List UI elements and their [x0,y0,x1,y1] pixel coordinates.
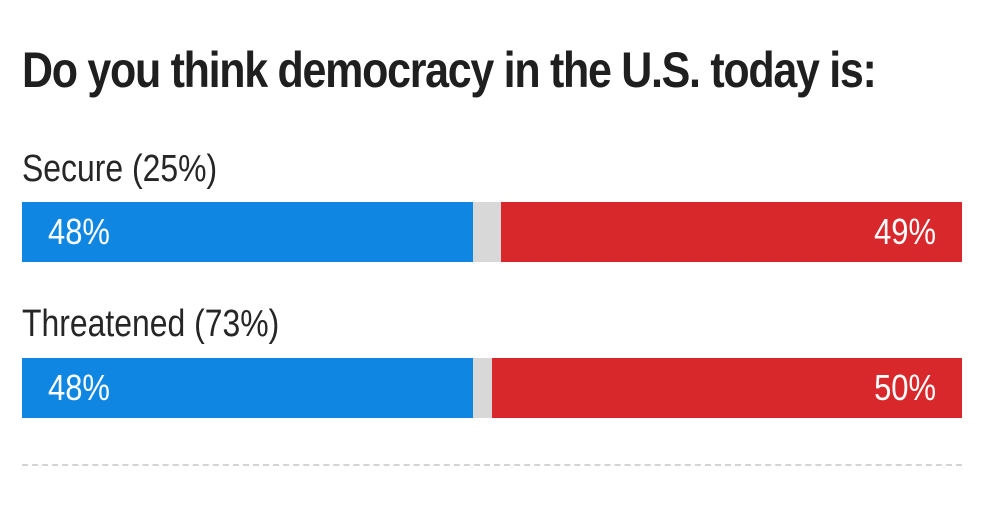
bar-segment-secure-other [473,202,502,262]
bar-row-threatened: 48% 50% [22,358,962,418]
bar-segment-secure-left [22,202,474,262]
data-label-threatened-left: 48% [48,367,110,408]
data-label-threatened-right: 50% [874,367,936,408]
bar-segment-threatened-left [22,358,474,418]
data-label-secure-left: 48% [48,211,110,252]
bar-segment-threatened-right [492,358,962,418]
bar-segment-secure-right [501,202,962,262]
data-label-secure-right: 49% [874,211,936,252]
divider-line [22,464,962,466]
chart-title: Do you think democracy in the U.S. today… [22,42,877,98]
row-label-threatened: Threatened (73%) [22,303,280,345]
bar-row-secure: 48% 49% [22,202,962,262]
bar-segment-threatened-other [473,358,492,418]
row-label-secure: Secure (25%) [22,148,218,190]
